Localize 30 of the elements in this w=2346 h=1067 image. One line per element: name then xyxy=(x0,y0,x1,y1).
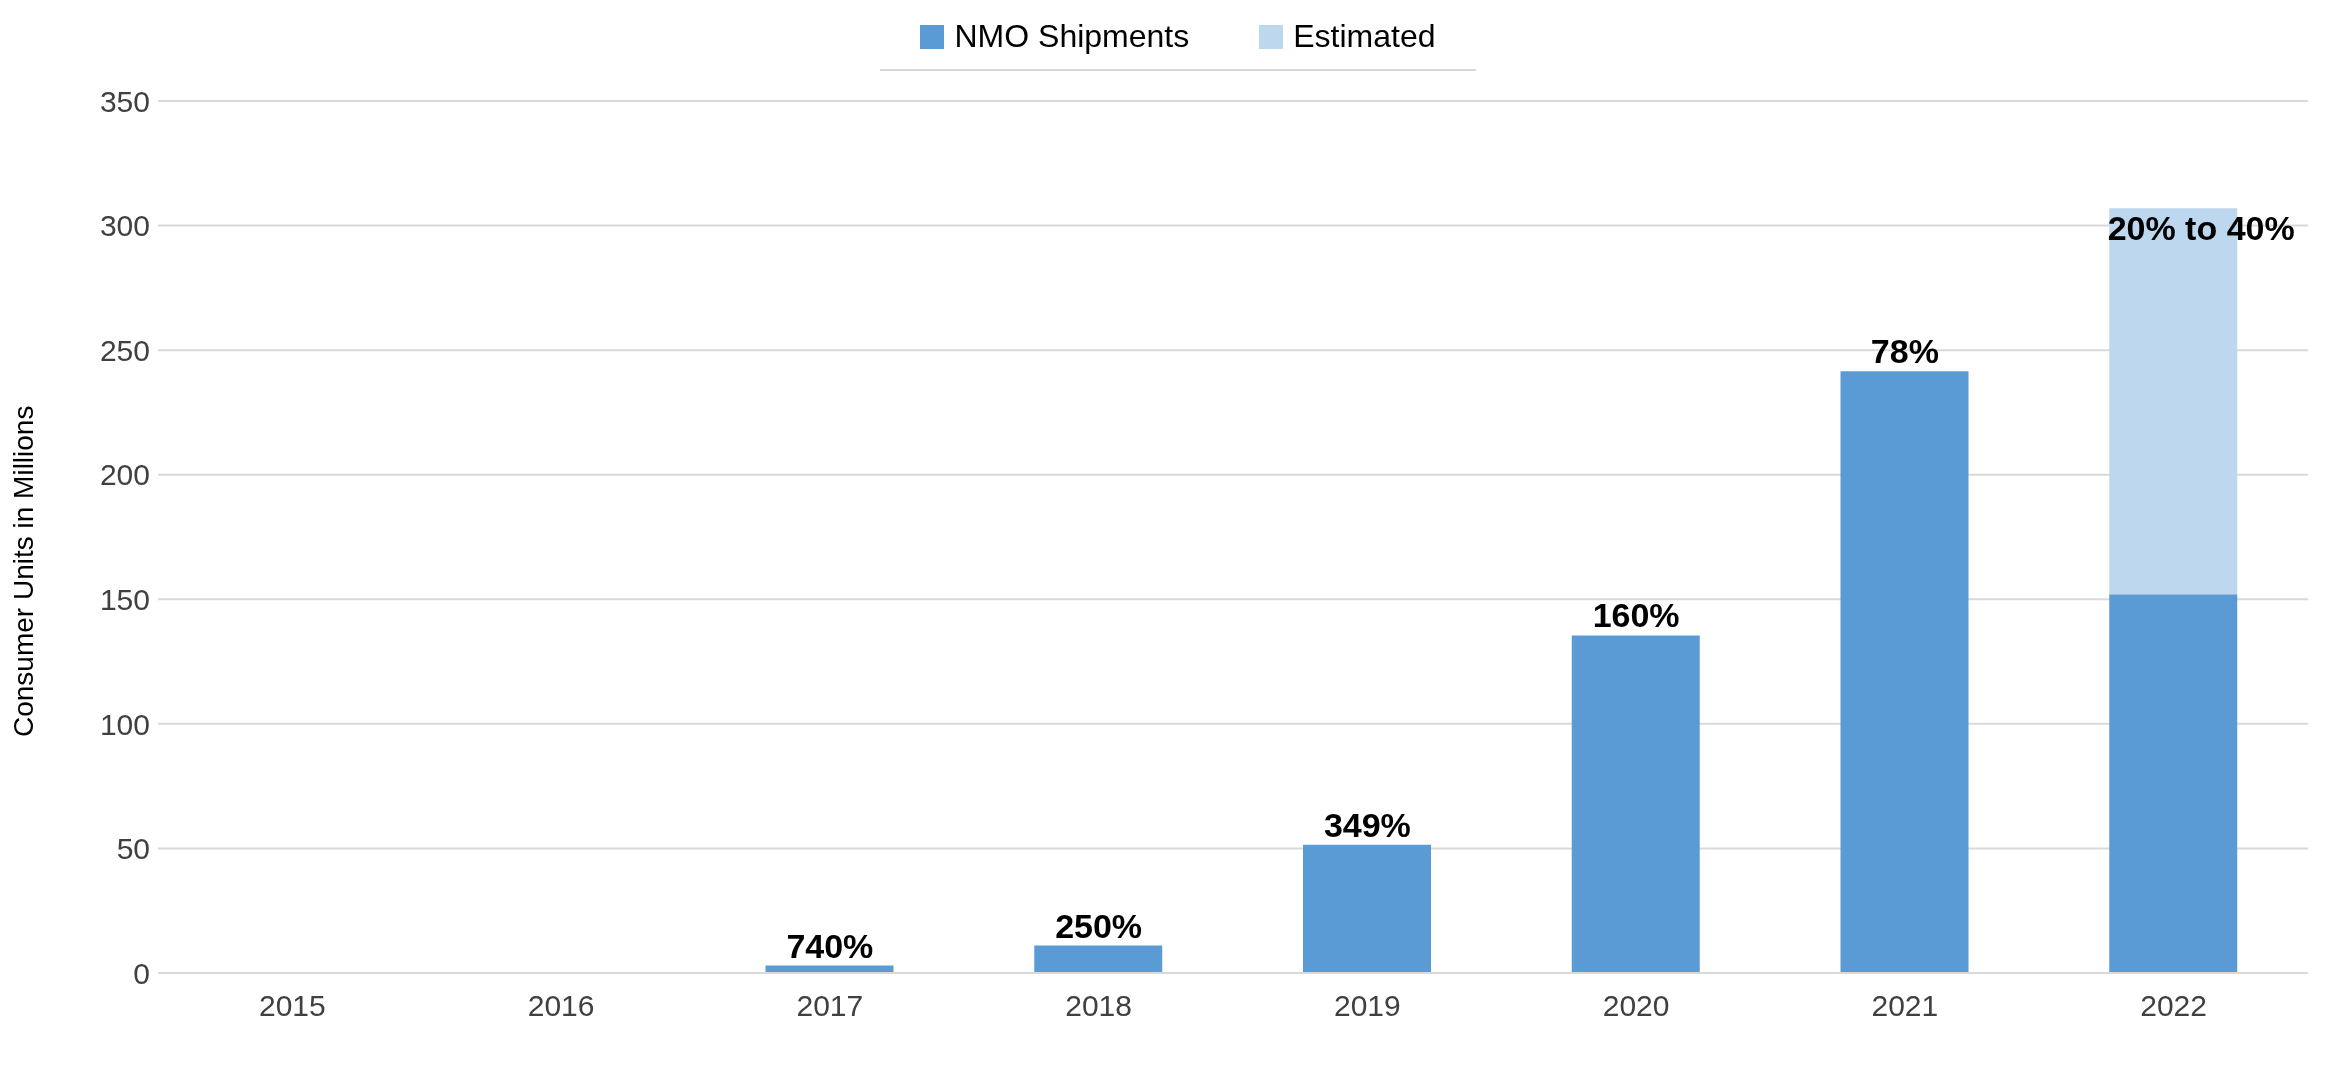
legend-label: Estimated xyxy=(1292,18,1436,55)
y-tick-label: 0 xyxy=(133,956,150,990)
y-tick-label: 100 xyxy=(99,707,150,741)
legend-label: NMO Shipments xyxy=(953,18,1190,55)
y-tick-label: 150 xyxy=(99,582,150,616)
x-tick-label: 2022 xyxy=(2140,989,2207,1023)
x-tick-label: 2018 xyxy=(1065,989,1132,1023)
bar xyxy=(1840,371,1969,973)
y-axis-title: Consumer Units in Millions xyxy=(7,405,39,737)
y-tick-label: 300 xyxy=(99,209,150,243)
annotation: 740% xyxy=(786,926,874,965)
annotation: 349% xyxy=(1323,805,1411,844)
bar xyxy=(2109,594,2238,973)
annotation: 160% xyxy=(1592,596,1680,635)
annotation: 250% xyxy=(1055,906,1143,945)
x-tick-label: 2015 xyxy=(259,989,326,1023)
bar xyxy=(1303,844,1431,973)
x-tick-label: 2021 xyxy=(1871,989,1939,1023)
x-tick-label: 2016 xyxy=(527,989,595,1023)
x-tick-label: 2020 xyxy=(1602,989,1670,1023)
x-tick-label: 2019 xyxy=(1334,989,1401,1023)
y-tick-label: 350 xyxy=(99,84,150,118)
annotation: 20% to 40% xyxy=(2107,209,2295,248)
y-tick-label: 250 xyxy=(99,333,150,367)
annotation: 78% xyxy=(1870,332,1939,371)
bar xyxy=(1571,635,1700,973)
y-tick-label: 50 xyxy=(116,832,150,866)
bar xyxy=(1034,945,1163,973)
x-tick-label: 2017 xyxy=(796,989,864,1023)
y-tick-label: 200 xyxy=(99,458,150,492)
